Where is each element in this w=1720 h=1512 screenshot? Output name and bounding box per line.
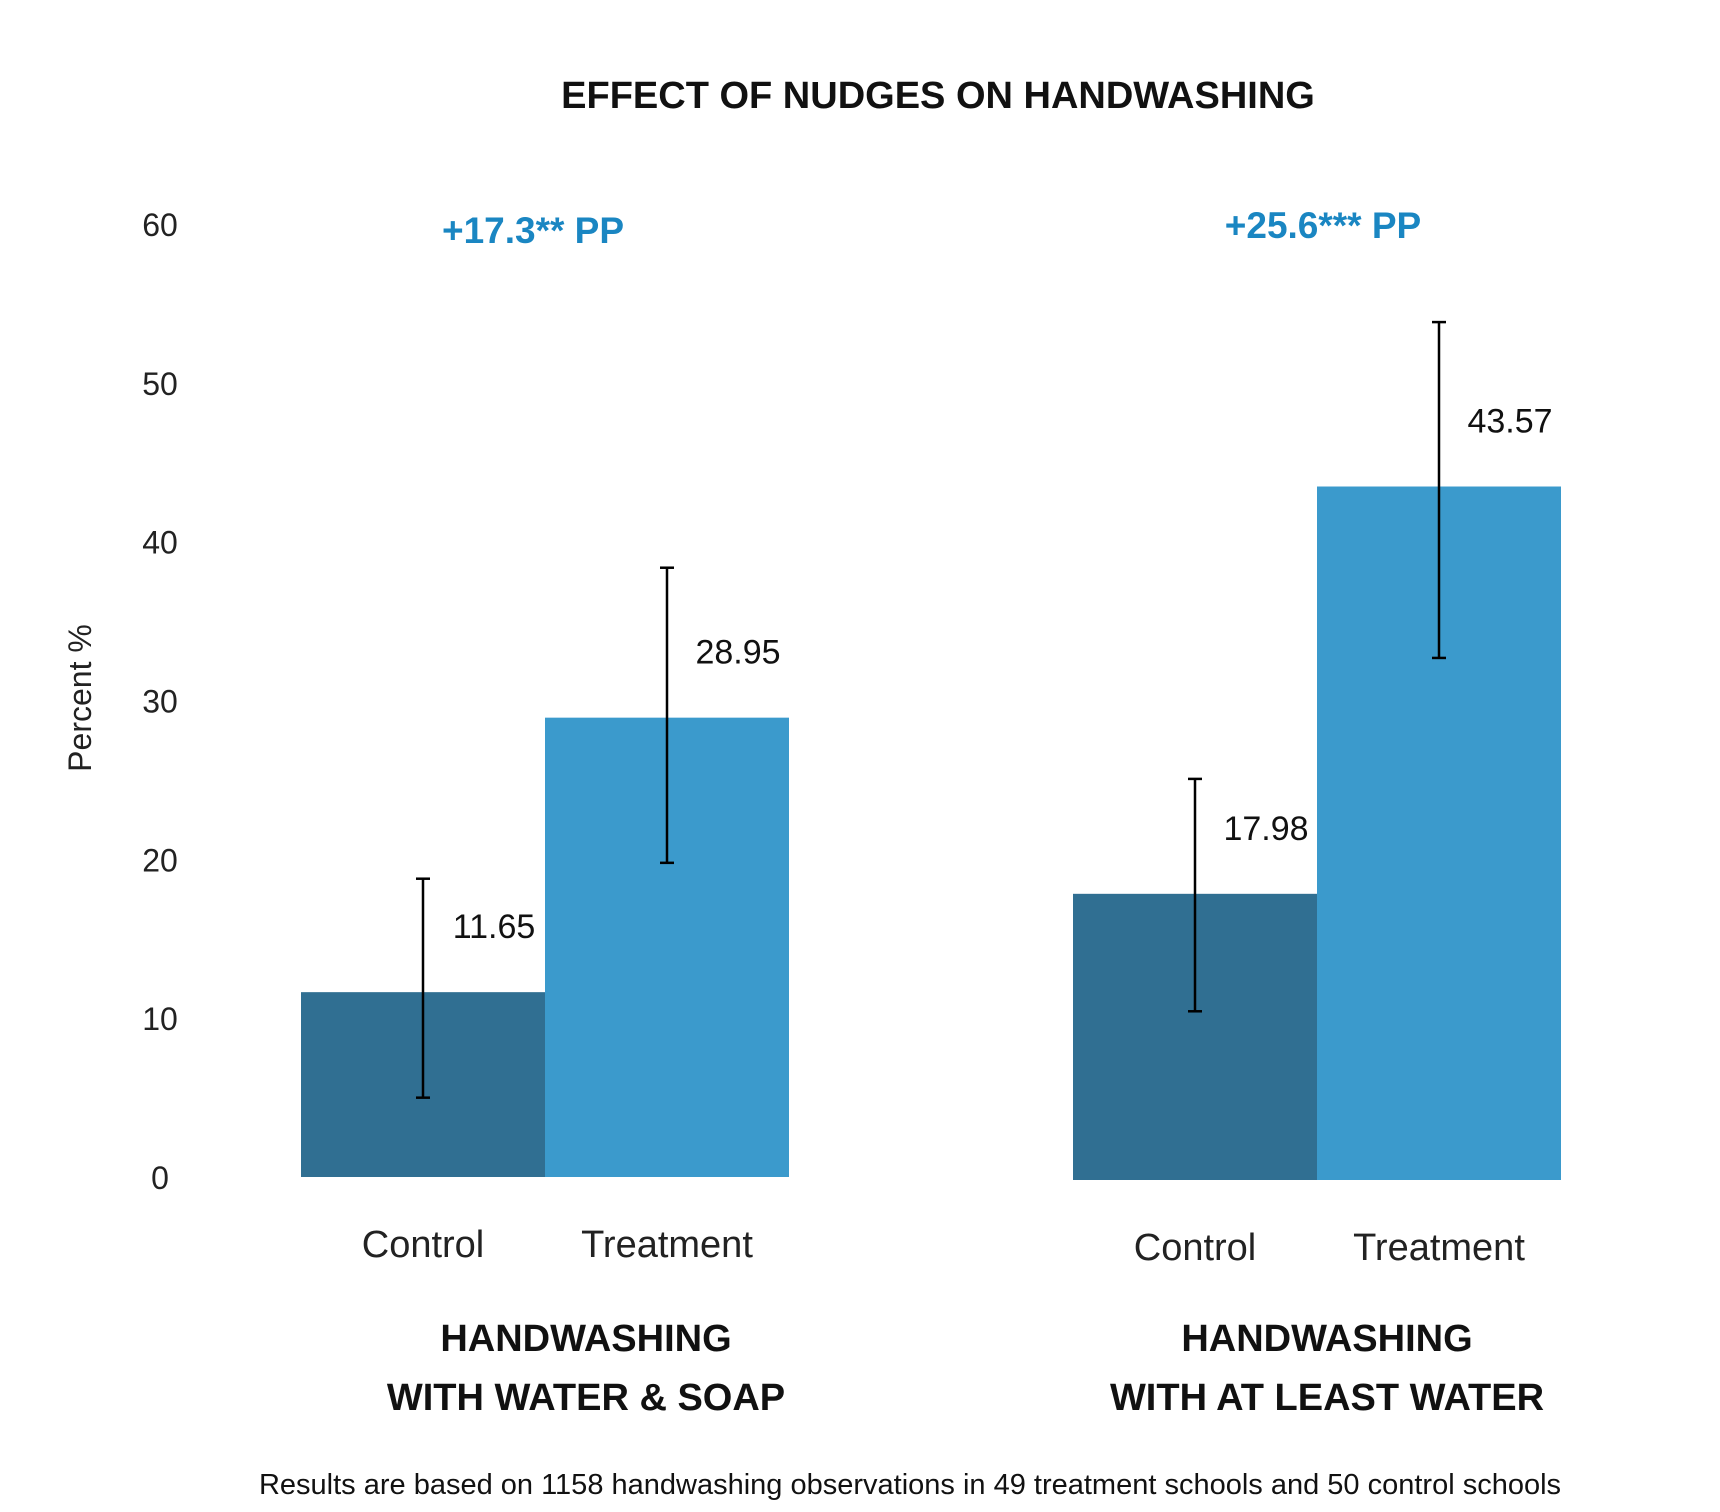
- error-bar: [660, 566, 674, 865]
- group-label: HANDWASHING: [1181, 1318, 1472, 1360]
- y-tick-label: 30: [142, 684, 178, 720]
- y-tick-label: 60: [142, 207, 178, 243]
- x-tick-label-control: Control: [362, 1224, 485, 1266]
- x-tick-label-control: Control: [1134, 1227, 1257, 1269]
- data-label: 28.95: [695, 634, 780, 672]
- x-tick-label-treatment: Treatment: [581, 1224, 753, 1266]
- y-axis-label: Percent %: [62, 624, 98, 772]
- y-tick-label: 50: [142, 366, 178, 402]
- x-tick-label-treatment: Treatment: [1353, 1227, 1525, 1269]
- bars: [301, 320, 1561, 1180]
- y-tick-label: 40: [142, 525, 178, 561]
- error-bar: [1432, 320, 1446, 660]
- effect-annotation: +25.6*** PP: [1225, 205, 1421, 246]
- footnote: Results are based on 1158 handwashing ob…: [259, 1469, 1561, 1501]
- labels: 11.65 Control 28.95 Treatment +17.3** PP HAND…: [362, 205, 1553, 1419]
- group-label: WITH AT LEAST WATER: [1110, 1377, 1544, 1419]
- error-bar: [416, 877, 430, 1099]
- y-tick-label: 20: [142, 842, 178, 878]
- chart-title: EFFECT OF NUDGES ON HANDWASHING: [561, 75, 1315, 117]
- data-label: 11.65: [453, 908, 536, 946]
- y-tick-label: 0: [151, 1160, 169, 1196]
- y-tick-label: 10: [142, 1001, 178, 1037]
- y-axis: 0 10 20 30 40 50 60: [142, 207, 178, 1196]
- effect-annotation: +17.3** PP: [442, 210, 624, 251]
- group-label: HANDWASHING: [440, 1318, 731, 1360]
- data-label: 43.57: [1467, 403, 1552, 441]
- error-bar: [1188, 777, 1202, 1013]
- group-label: WITH WATER & SOAP: [387, 1377, 785, 1419]
- data-label: 17.98: [1223, 810, 1308, 848]
